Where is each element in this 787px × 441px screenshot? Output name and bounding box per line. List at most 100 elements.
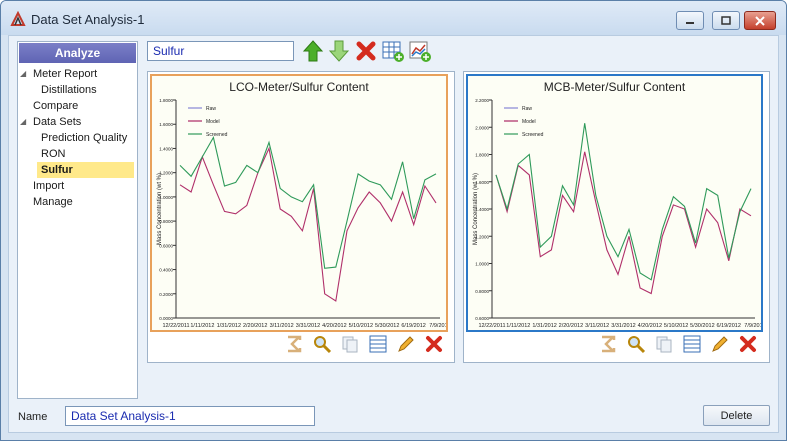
y-tick-label: 1.0000: [475, 262, 489, 267]
x-tick-label: 3/11/2012: [585, 323, 609, 329]
x-tick-label: 6/19/2012: [401, 323, 425, 329]
x-tick-label: 7/9/2012: [744, 323, 761, 329]
legend-label: Raw: [522, 106, 532, 112]
close-icon: [755, 15, 765, 26]
tree-item-ron[interactable]: RON: [18, 146, 137, 162]
edit-pencil-icon[interactable]: [710, 334, 730, 354]
title-bar[interactable]: Data Set Analysis-1: [1, 1, 786, 35]
series-line-model: [179, 146, 437, 302]
legend-label: Model: [522, 119, 536, 125]
y-tick-label: 1.2000: [159, 171, 173, 176]
copy-icon[interactable]: [654, 334, 674, 354]
line-chart-lco: 0.0000 0.2000 0.4000 0.6000 0.8000 1.0000 1.20…: [157, 98, 451, 329]
legend-label: Raw: [206, 106, 216, 112]
x-tick-label: 3/31/2012: [296, 323, 320, 329]
tree-item-label: Manage: [33, 196, 73, 208]
window-title: Data Set Analysis-1: [31, 12, 145, 27]
tree-item-label: Sulfur: [37, 162, 134, 178]
move-down-icon[interactable]: [327, 39, 351, 63]
x-tick-label: 6/19/2012: [716, 323, 740, 329]
chart-panel-mcb: MCB-Meter/Sulfur Content 0.6000 0.8000 1.0…: [463, 71, 770, 363]
tree-item-manage[interactable]: Manage: [18, 194, 137, 210]
chart-toolbar-mcb: [598, 334, 768, 356]
expanded-arrow-icon[interactable]: ◢: [20, 117, 27, 126]
legend-label: Screened: [206, 132, 228, 138]
main-client-area: Analyze ◢ Meter Report Distillations Com…: [8, 35, 779, 433]
y-tick-label: 1.2000: [475, 234, 489, 239]
series-line-model: [495, 151, 752, 295]
move-up-icon[interactable]: [301, 39, 325, 63]
x-tick-label: 5/10/2012: [664, 323, 688, 329]
y-tick-label: 2.2000: [475, 98, 489, 103]
y-tick-label: 0.4000: [159, 268, 173, 273]
y-tick-label: 0.2000: [159, 292, 173, 297]
name-label: Name: [18, 411, 48, 423]
expanded-arrow-icon[interactable]: ◢: [20, 69, 27, 78]
remove-chart-icon[interactable]: [738, 334, 758, 354]
minimize-icon: [686, 21, 694, 24]
chart-title: MCB-Meter/Sulfur Content: [543, 80, 686, 94]
y-tick-label: 1.8000: [159, 98, 173, 103]
y-tick-label: 0.8000: [475, 289, 489, 294]
x-tick-label: 4/20/2012: [638, 323, 662, 329]
tree-item-label: Import: [33, 180, 65, 192]
sum-icon[interactable]: [598, 334, 618, 354]
add-table-icon[interactable]: [381, 39, 405, 63]
tree-item-label: Meter Report: [33, 68, 98, 80]
chart-plot-area-lco: LCO-Meter/Sulfur Content 0.0000 0.2000 0.4…: [150, 74, 451, 332]
y-tick-label: 0.6000: [159, 243, 173, 248]
line-chart-mcb: 0.6000 0.8000 1.0000 1.2000 1.4000 1.6000 1.80…: [473, 98, 766, 329]
tree-item-distillations[interactable]: Distillations: [18, 82, 137, 98]
tree-item-meter-report[interactable]: ◢ Meter Report: [18, 66, 137, 82]
x-tick-label: 2/20/2012: [559, 323, 583, 329]
y-tick-label: 0.0000: [159, 316, 173, 321]
delete-button[interactable]: Delete: [703, 405, 770, 426]
sidebar: Analyze ◢ Meter Report Distillations Com…: [17, 41, 138, 399]
navigation-tree: ◢ Meter Report Distillations Compare ◢ D…: [18, 66, 137, 210]
tree-item-label: Compare: [33, 100, 79, 112]
tree-item-prediction-quality[interactable]: Prediction Quality: [18, 130, 137, 146]
zoom-icon[interactable]: [626, 334, 646, 354]
tree-item-compare[interactable]: Compare: [18, 98, 137, 114]
dataset-name-input[interactable]: [147, 41, 294, 61]
legend-label: Screened: [522, 132, 544, 138]
tree-item-data-sets[interactable]: ◢ Data Sets: [18, 114, 137, 130]
add-chart-icon[interactable]: [408, 39, 432, 63]
edit-pencil-icon[interactable]: [396, 334, 416, 354]
copy-icon[interactable]: [340, 334, 360, 354]
close-window-button[interactable]: [744, 11, 776, 30]
y-tick-label: 0.8000: [159, 219, 173, 224]
x-tick-label: 1/31/2012: [532, 323, 556, 329]
tree-item-label: Distillations: [41, 84, 97, 96]
chart-plot-area-mcb: MCB-Meter/Sulfur Content 0.6000 0.8000 1.0…: [466, 74, 766, 332]
legend-label: Model: [206, 119, 220, 125]
x-tick-label: 5/30/2012: [375, 323, 399, 329]
tree-item-sulfur[interactable]: Sulfur: [18, 162, 137, 178]
sidebar-header: Analyze: [19, 43, 136, 63]
data-table-icon[interactable]: [368, 334, 388, 354]
chart-title: LCO-Meter/Sulfur Content: [229, 80, 369, 94]
tree-item-label: RON: [41, 148, 66, 160]
x-tick-label: 1/11/2012: [190, 323, 214, 329]
sum-icon[interactable]: [284, 334, 304, 354]
remove-chart-icon[interactable]: [424, 334, 444, 354]
x-tick-label: 12/22/2011: [162, 323, 189, 329]
x-tick-label: 12/22/2011: [478, 323, 505, 329]
y-tick-label: 1.6000: [475, 180, 489, 185]
x-tick-label: 1/11/2012: [506, 323, 530, 329]
x-tick-label: 7/9/2012: [429, 323, 446, 329]
y-tick-label: 1.4000: [475, 207, 489, 212]
tree-item-import[interactable]: Import: [18, 178, 137, 194]
x-tick-label: 3/11/2012: [270, 323, 294, 329]
analysis-name-input[interactable]: [65, 406, 315, 426]
maximize-button[interactable]: [712, 11, 740, 30]
x-tick-label: 5/10/2012: [349, 323, 373, 329]
y-tick-label: 1.8000: [475, 153, 489, 158]
tree-item-label: Prediction Quality: [41, 132, 128, 144]
zoom-icon[interactable]: [312, 334, 332, 354]
delete-dataset-icon[interactable]: [354, 39, 378, 63]
minimize-button[interactable]: [676, 11, 704, 30]
x-tick-label: 1/31/2012: [217, 323, 241, 329]
data-table-icon[interactable]: [682, 334, 702, 354]
